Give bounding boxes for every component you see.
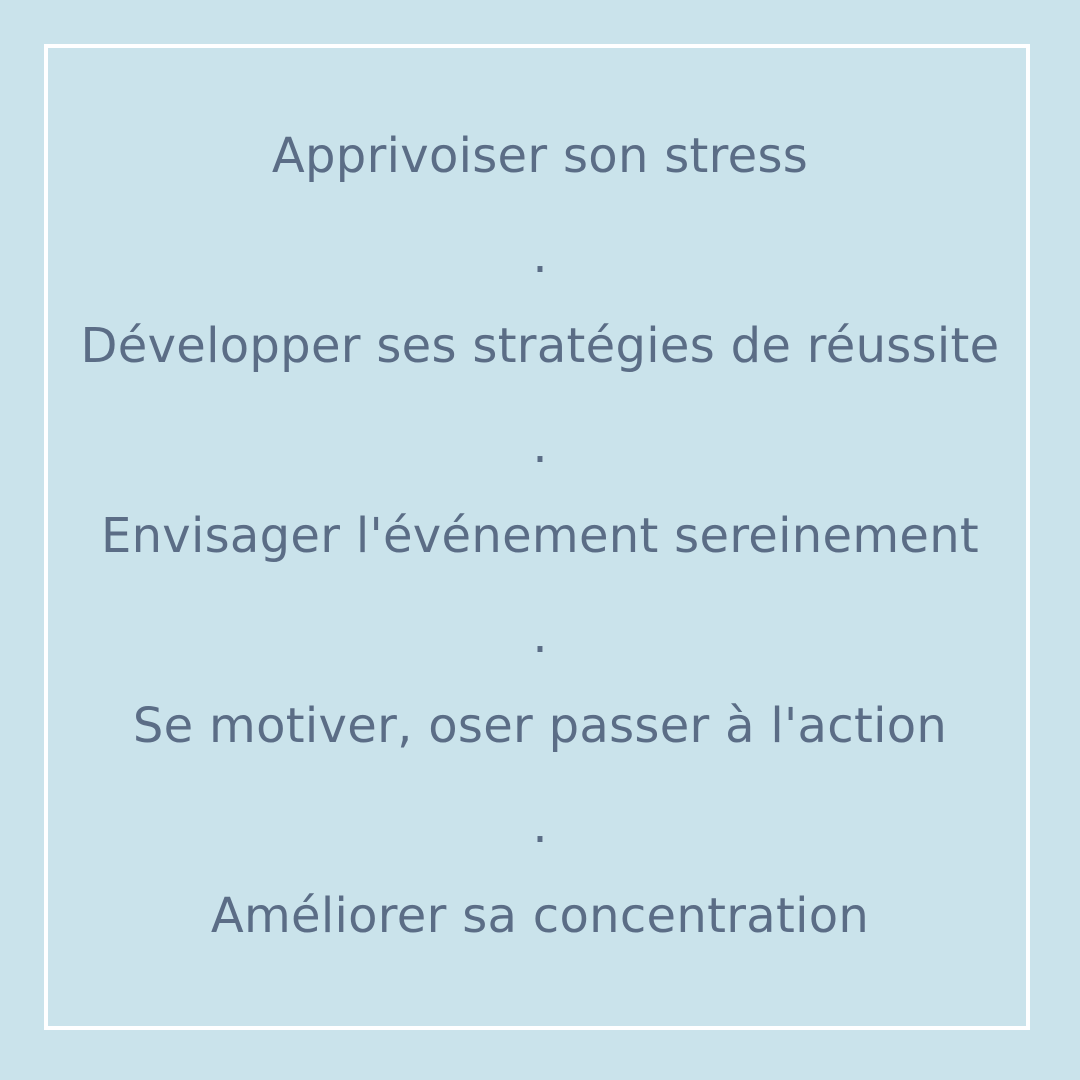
item-line-1: Apprivoiser son stress bbox=[271, 128, 809, 184]
item-line-3: Envisager l'événement sereinement bbox=[100, 508, 980, 564]
separator-dot-2: . bbox=[532, 418, 548, 474]
separator-dot-3: . bbox=[532, 608, 548, 664]
separator-dot-1: . bbox=[532, 228, 548, 284]
item-line-2: Développer ses stratégies de réussite bbox=[80, 318, 1000, 374]
white-frame-border bbox=[44, 44, 1030, 1030]
item-line-4: Se motiver, oser passer à l'action bbox=[132, 698, 948, 754]
separator-dot-4: . bbox=[532, 798, 548, 854]
item-line-5: Améliorer sa concentration bbox=[210, 888, 870, 944]
